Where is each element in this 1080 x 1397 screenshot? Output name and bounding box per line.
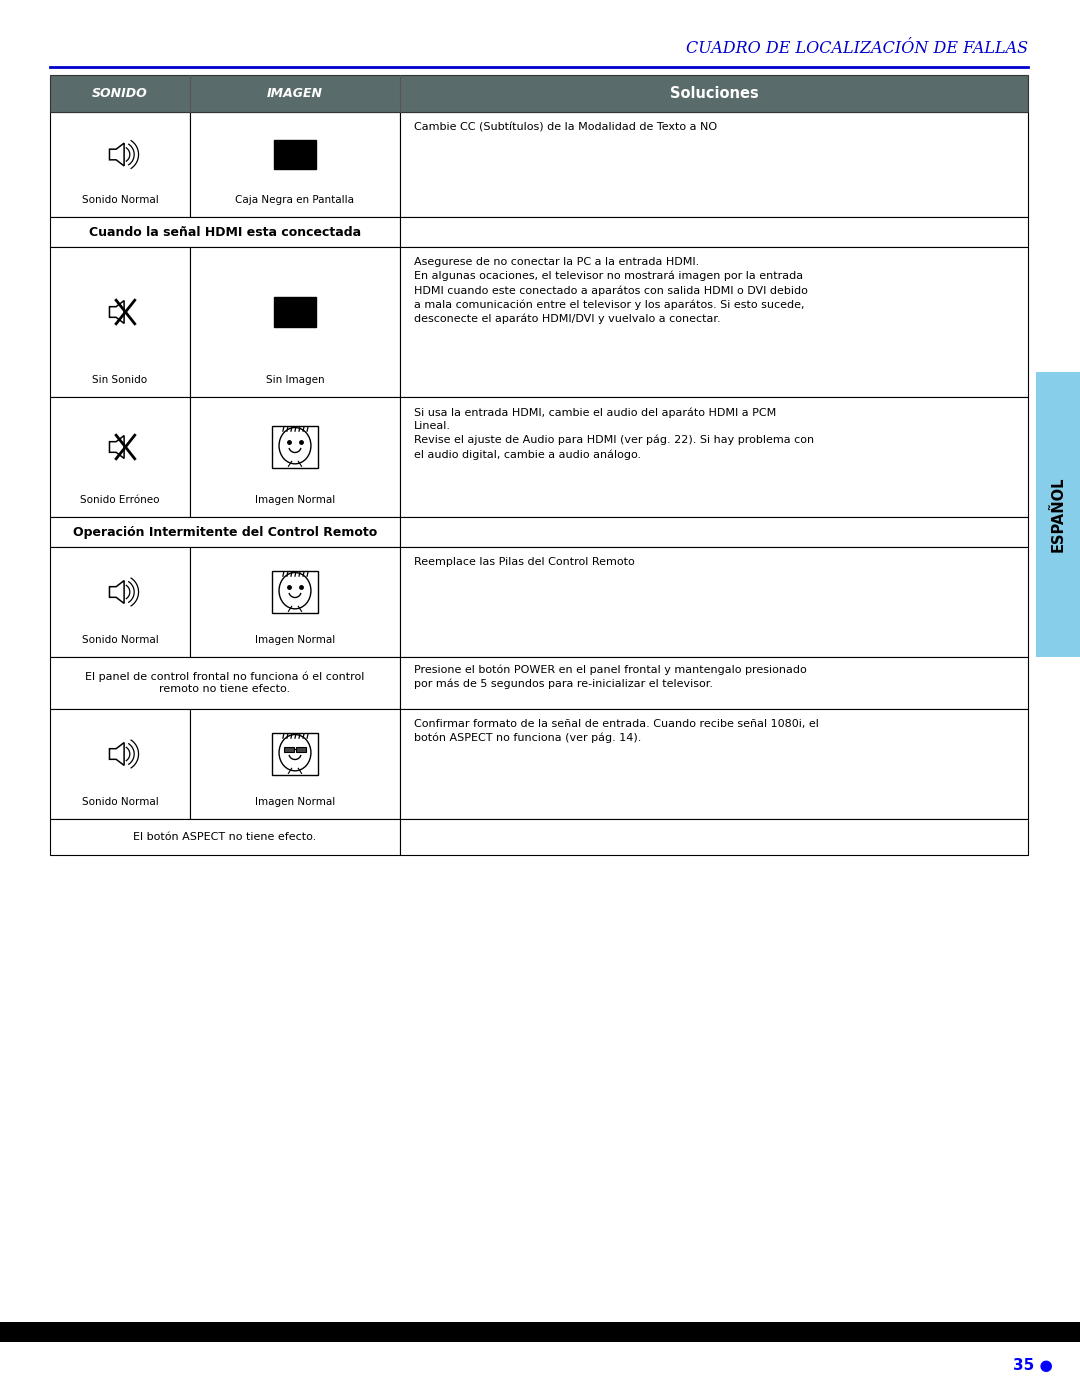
Bar — [273, 298, 316, 327]
Text: Cuando la señal HDMI esta concectada: Cuando la señal HDMI esta concectada — [89, 225, 361, 239]
Text: Confirmar formato de la señal de entrada. Cuando recibe señal 1080i, el
botón AS: Confirmar formato de la señal de entrada… — [414, 719, 819, 743]
Text: Presione el botón POWER en el panel frontal y mantengalo presionado
por más de 5: Presione el botón POWER en el panel fron… — [414, 664, 807, 689]
Bar — [400, 397, 1028, 517]
Text: ESPAÑOL: ESPAÑOL — [1051, 476, 1066, 552]
Ellipse shape — [279, 573, 311, 609]
Bar — [400, 710, 1028, 819]
Text: Sonido Normal: Sonido Normal — [82, 798, 159, 807]
Bar — [50, 819, 400, 855]
Text: Asegurese de no conectar la PC a la entrada HDMI.
En algunas ocaciones, el telev: Asegurese de no conectar la PC a la entr… — [414, 257, 808, 324]
Bar — [50, 517, 400, 548]
Text: El botón ASPECT no tiene efecto.: El botón ASPECT no tiene efecto. — [134, 833, 316, 842]
Bar — [273, 140, 316, 169]
Bar — [50, 75, 1028, 112]
Bar — [50, 657, 400, 710]
Text: Operación Intermitente del Control Remoto: Operación Intermitente del Control Remot… — [73, 525, 377, 538]
Text: Si usa la entrada HDMI, cambie el audio del aparáto HDMI a PCM
Lineal.
Revise el: Si usa la entrada HDMI, cambie el audio … — [414, 407, 814, 460]
Bar — [400, 247, 1028, 397]
Bar — [50, 710, 190, 819]
Text: Sin Imagen: Sin Imagen — [266, 374, 324, 386]
Text: Imagen Normal: Imagen Normal — [255, 636, 335, 645]
Bar — [272, 426, 318, 468]
Bar — [190, 548, 400, 657]
Bar — [1036, 372, 1080, 657]
Bar — [296, 747, 306, 752]
Bar — [50, 548, 190, 657]
Bar — [190, 247, 400, 397]
Polygon shape — [109, 300, 124, 323]
Bar — [50, 397, 190, 517]
Bar — [190, 112, 400, 217]
Text: Caja Negra en Pantalla: Caja Negra en Pantalla — [235, 196, 354, 205]
Text: Sonido Normal: Sonido Normal — [82, 636, 159, 645]
Bar — [190, 397, 400, 517]
Text: SONIDO: SONIDO — [92, 87, 148, 101]
Ellipse shape — [279, 735, 311, 771]
Bar — [272, 570, 318, 613]
Text: Reemplace las Pilas del Control Remoto: Reemplace las Pilas del Control Remoto — [414, 557, 635, 567]
Bar — [400, 217, 1028, 247]
Text: Cambie CC (Subtítulos) de la Modalidad de Texto a NO: Cambie CC (Subtítulos) de la Modalidad d… — [414, 122, 717, 131]
Text: Sonido Normal: Sonido Normal — [82, 196, 159, 205]
Polygon shape — [109, 581, 124, 604]
Text: 35 ●: 35 ● — [1013, 1358, 1053, 1372]
Text: Sonido Erróneo: Sonido Erróneo — [80, 495, 160, 504]
Text: Sin Sonido: Sin Sonido — [93, 374, 148, 386]
Bar — [400, 548, 1028, 657]
Text: IMAGEN: IMAGEN — [267, 87, 323, 101]
Bar — [272, 732, 318, 775]
Bar — [400, 112, 1028, 217]
Bar — [400, 517, 1028, 548]
Polygon shape — [109, 142, 124, 166]
Text: Imagen Normal: Imagen Normal — [255, 798, 335, 807]
Ellipse shape — [279, 427, 311, 464]
Bar — [0, 1322, 1080, 1343]
Text: El panel de control frontal no funciona ó el control
remoto no tiene efecto.: El panel de control frontal no funciona … — [85, 672, 365, 694]
Bar — [400, 657, 1028, 710]
Bar — [50, 217, 400, 247]
Bar — [190, 710, 400, 819]
Polygon shape — [109, 743, 124, 766]
Bar — [50, 112, 190, 217]
Bar — [284, 747, 294, 752]
Text: Soluciones: Soluciones — [670, 87, 758, 101]
Bar — [50, 247, 190, 397]
Polygon shape — [109, 436, 124, 458]
Text: Imagen Normal: Imagen Normal — [255, 495, 335, 504]
Text: CUADRO DE LOCALIZACIÓN DE FALLAS: CUADRO DE LOCALIZACIÓN DE FALLAS — [686, 41, 1028, 57]
Bar — [400, 819, 1028, 855]
